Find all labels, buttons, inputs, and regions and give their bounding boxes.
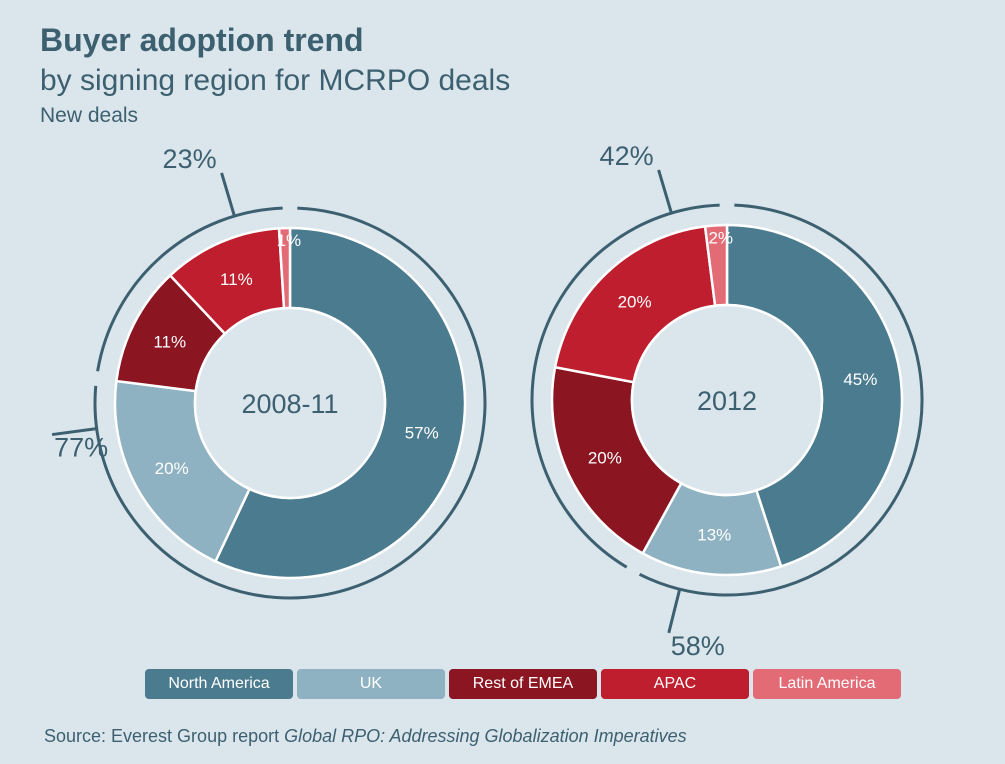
group-arc-label: 58% — [671, 631, 725, 661]
slice-label: 20% — [588, 448, 622, 467]
slice-label: 11% — [220, 270, 253, 289]
slice-label: 45% — [843, 370, 877, 389]
legend-latin-america: Latin America — [753, 669, 901, 699]
leader-line — [220, 172, 236, 217]
chart-title: Buyer adoption trend — [40, 22, 364, 58]
legend-apac: APAC — [601, 669, 749, 699]
slice-label: 57% — [405, 423, 439, 442]
source-prefix: Source: Everest Group report — [44, 726, 285, 746]
chart-subtitle: by signing region for MCRPO deals — [40, 64, 511, 97]
group-arc — [96, 206, 283, 372]
legend: North America UK Rest of EMEA APAC Latin… — [145, 669, 901, 699]
slice-label: 1% — [277, 231, 302, 250]
source-note: Source: Everest Group report Global RPO:… — [44, 726, 687, 747]
donut-hole — [193, 306, 387, 500]
slice-label: 11% — [153, 333, 186, 352]
legend-rest-of-emea: Rest of EMEA — [449, 669, 597, 699]
leader-line — [657, 169, 673, 214]
group-arc-label: 23% — [163, 144, 217, 174]
slice-label: 20% — [155, 459, 189, 478]
center-label: 2008-11 — [241, 389, 338, 419]
slice-label: 2% — [708, 228, 733, 247]
source-report-title: Global RPO: Addressing Globalization Imp… — [284, 726, 687, 746]
slice-label: 13% — [697, 525, 731, 544]
legend-uk: UK — [297, 669, 445, 699]
center-label: 2012 — [697, 386, 757, 416]
slice-label: 20% — [618, 293, 652, 312]
group-arc-label: 42% — [600, 141, 654, 171]
group-arc — [638, 203, 924, 597]
group-arc — [530, 203, 720, 569]
legend-north-america: North America — [145, 669, 293, 699]
chart-subsubtitle: New deals — [40, 104, 139, 127]
group-arc-label: 77% — [54, 433, 108, 463]
leader-line — [51, 427, 97, 437]
donut-hole — [630, 303, 824, 497]
group-arc — [93, 206, 487, 600]
leader-line — [667, 588, 682, 634]
